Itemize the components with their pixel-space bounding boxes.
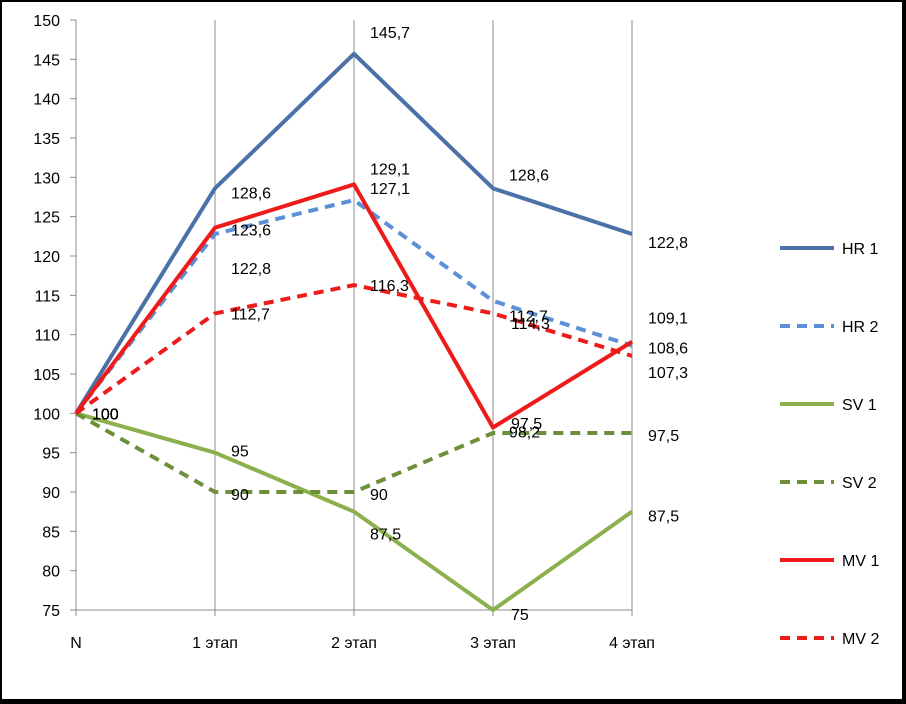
- x-tick-label: 2 этап: [331, 635, 377, 652]
- data-label: 100: [92, 406, 119, 423]
- data-label: 122,8: [648, 235, 688, 252]
- data-label: 98,2: [509, 424, 540, 441]
- data-label: 112,7: [231, 306, 270, 323]
- y-tick-label: 85: [42, 524, 60, 541]
- y-tick-label: 110: [34, 328, 60, 345]
- y-tick-label: 105: [33, 367, 60, 384]
- series-line-sv-1: [75, 411, 634, 612]
- series-line-sv-2: [75, 411, 632, 494]
- y-tick-label: 130: [33, 170, 60, 187]
- data-label: 128,6: [231, 185, 271, 202]
- y-tick-label: 90: [42, 485, 60, 502]
- data-label: 129,1: [370, 161, 410, 178]
- legend-label: MV 1: [842, 553, 879, 570]
- data-label: 87,5: [370, 527, 401, 544]
- y-tick-label: 75: [42, 603, 60, 620]
- data-label: 112,7: [509, 308, 548, 325]
- data-label: 123,6: [231, 223, 271, 240]
- data-label: 97,5: [648, 428, 679, 445]
- data-label: 127,1: [370, 181, 410, 198]
- series-lines: [74, 51, 634, 612]
- series-line-hr-1: [74, 51, 633, 415]
- series-line-mv-2: [74, 283, 633, 415]
- data-label: 90: [231, 487, 249, 504]
- y-tick-label: 80: [42, 564, 60, 581]
- y-tick-label: 115: [34, 288, 60, 305]
- data-label: 114,3: [511, 316, 550, 333]
- y-tick-label: 100: [33, 406, 60, 423]
- x-tick-label: 1 этап: [192, 635, 238, 652]
- data-label: 122,8: [231, 261, 271, 278]
- axes: 75 80 85 90 95 100 105 110 115 120 125 130 135 140 145…: [33, 13, 655, 652]
- data-label: 108,6: [648, 341, 688, 358]
- data-label: 97,5: [511, 416, 542, 433]
- data-labels: 100128,6145,7128,6122,8100122,8127,1114,…: [92, 25, 688, 624]
- y-tick-label: 140: [33, 92, 60, 109]
- data-label: 87,5: [648, 509, 679, 526]
- data-label: 109,1: [648, 311, 688, 328]
- x-tick-label: 3 этап: [470, 635, 516, 652]
- data-label: 116,3: [370, 278, 409, 295]
- legend-label: SV 2: [842, 475, 877, 492]
- data-label: 75: [511, 607, 529, 624]
- data-label: 145,7: [370, 25, 410, 42]
- data-label: 90: [370, 487, 388, 504]
- x-tick-label: 4 этап: [609, 635, 655, 652]
- legend-label: HR 2: [842, 319, 879, 336]
- data-label: 128,6: [509, 167, 549, 184]
- data-label: 100: [92, 406, 119, 423]
- data-label: 95: [231, 444, 249, 461]
- data-label: 107,3: [648, 365, 688, 382]
- legend: HR 1 HR 2 SV 1 SV 2 MV 1 MV 2: [780, 241, 879, 648]
- y-tick-label: 95: [42, 446, 60, 463]
- series-line-mv-1: [74, 182, 634, 430]
- data-label: 100: [92, 406, 119, 423]
- y-tick-label: 150: [33, 13, 60, 30]
- y-tick-label: 125: [33, 210, 60, 227]
- y-tick-label: 120: [33, 249, 60, 266]
- data-label: 100: [92, 406, 119, 423]
- legend-label: MV 2: [842, 631, 879, 648]
- x-tick-label: N: [70, 635, 82, 652]
- y-tick-label: 135: [33, 131, 60, 148]
- data-label: 100: [92, 406, 119, 423]
- y-tick-label: 145: [33, 52, 60, 69]
- legend-label: HR 1: [842, 241, 879, 258]
- legend-label: SV 1: [842, 397, 877, 414]
- data-label: 100: [92, 406, 119, 423]
